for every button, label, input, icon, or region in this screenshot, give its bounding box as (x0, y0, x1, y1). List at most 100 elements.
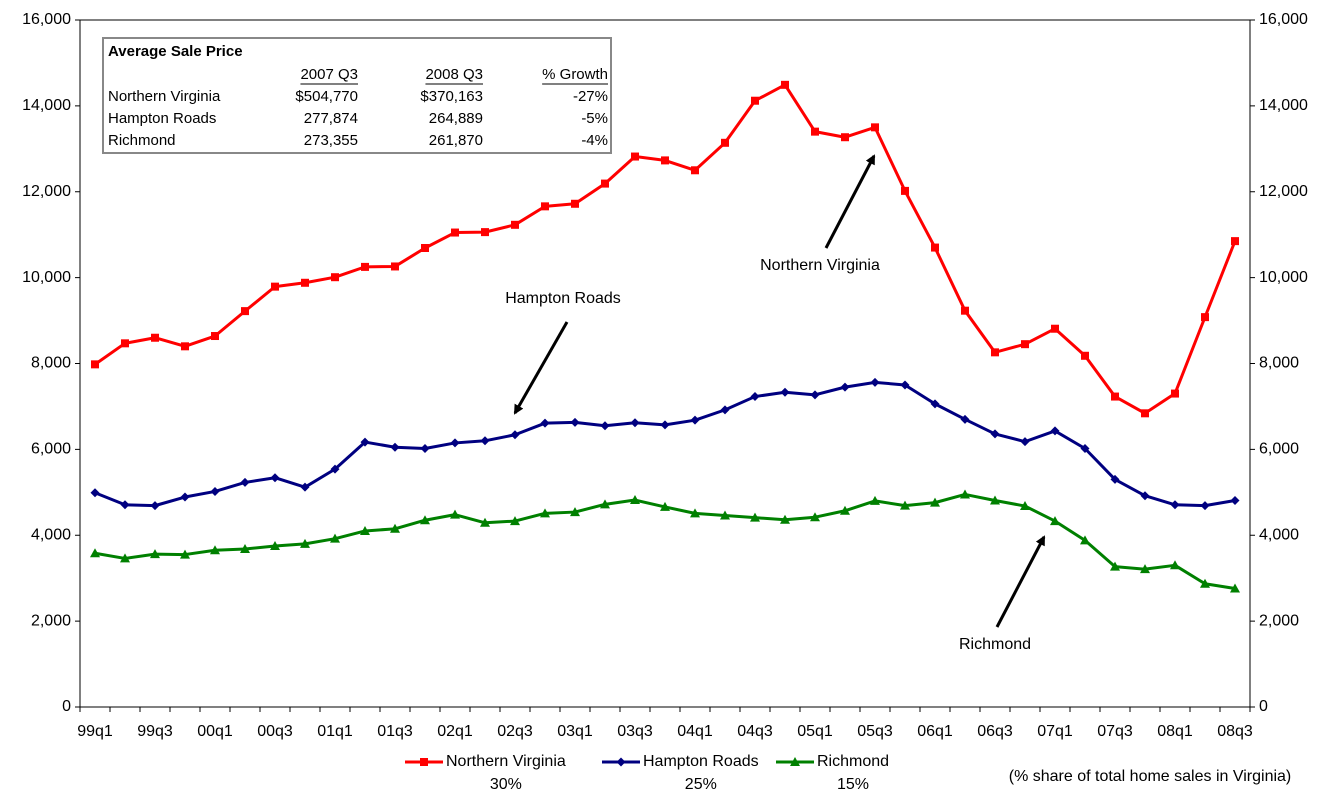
marker (600, 499, 610, 509)
marker (991, 348, 999, 357)
x-tick-label: 08q1 (1157, 723, 1193, 740)
annotation-arrows (513, 154, 1046, 628)
marker (810, 512, 820, 522)
marker (1110, 561, 1120, 571)
marker (240, 543, 250, 553)
x-tick-label: 05q1 (797, 723, 833, 740)
marker (211, 332, 219, 341)
y2-tick-label: 6,000 (1259, 441, 1299, 458)
marker (360, 437, 370, 447)
marker (570, 507, 580, 517)
marker (661, 156, 669, 165)
marker (1171, 389, 1179, 398)
x-tick-label: 07q1 (1037, 723, 1073, 740)
table-header: 2007 Q3 (300, 66, 358, 83)
x-tick-label: 00q1 (197, 723, 233, 740)
marker (450, 438, 460, 448)
marker (510, 430, 520, 440)
marker (300, 482, 310, 492)
y-tick-label: 14,000 (22, 97, 71, 114)
y-tick-label: 0 (62, 698, 71, 715)
marker (660, 420, 670, 430)
marker (1170, 500, 1180, 510)
marker (870, 495, 880, 505)
marker (90, 488, 100, 498)
y-tick-label: 6,000 (31, 441, 71, 458)
y2-tick-label: 8,000 (1259, 355, 1299, 372)
marker (331, 273, 339, 282)
marker (1050, 426, 1060, 436)
table-cell: -4% (581, 132, 608, 149)
marker (721, 138, 729, 147)
marker (91, 360, 99, 369)
y2-tick-label: 14,000 (1259, 97, 1308, 114)
marker (900, 380, 910, 390)
marker (390, 523, 400, 533)
marker (780, 514, 790, 524)
marker (390, 442, 400, 452)
marker (361, 262, 369, 271)
marker (391, 262, 399, 271)
y-tick-label: 16,000 (22, 11, 71, 28)
marker (990, 429, 1000, 439)
marker (990, 495, 1000, 505)
table-box (102, 37, 612, 154)
marker (1080, 535, 1090, 545)
marker (210, 486, 220, 496)
x-tick-label: 00q3 (257, 723, 293, 740)
marker (780, 387, 790, 397)
table-cell: $504,770 (295, 88, 358, 105)
table-cell: -5% (581, 110, 608, 127)
marker (601, 179, 609, 188)
marker (690, 415, 700, 425)
legend-share: 30% (490, 776, 522, 793)
marker (1141, 409, 1149, 418)
marker (690, 508, 700, 518)
x-tick-label: 01q1 (317, 723, 353, 740)
marker (481, 228, 489, 237)
x-tick-label: 08q3 (1217, 723, 1253, 740)
marker (616, 757, 626, 767)
arrow (995, 535, 1046, 628)
marker (790, 757, 800, 766)
marker (510, 516, 520, 526)
marker (1231, 237, 1239, 246)
marker (571, 199, 579, 208)
marker (150, 549, 160, 559)
marker (151, 333, 159, 342)
marker (150, 501, 160, 511)
marker (1140, 491, 1150, 501)
legend-label: Richmond (817, 753, 889, 770)
x-tick-label: 99q3 (137, 723, 173, 740)
series-line (94, 380, 1236, 508)
marker (781, 80, 789, 89)
x-tick-label: 05q3 (857, 723, 893, 740)
summary-table: Average Sale Price 2007 Q3 2008 Q3 % Growt… (102, 37, 612, 154)
marker (1230, 495, 1240, 505)
x-tick-label: 02q1 (437, 723, 473, 740)
table-cell: 261,870 (429, 132, 483, 149)
marker (330, 533, 340, 543)
marker (1020, 501, 1030, 511)
marker (1111, 392, 1119, 401)
table-row-label: Northern Virginia (108, 88, 221, 105)
y-tick-label: 8,000 (31, 355, 71, 372)
marker (961, 306, 969, 315)
marker (120, 553, 130, 563)
annotation: Richmond (959, 636, 1031, 653)
marker (930, 399, 940, 409)
marker (541, 202, 549, 211)
marker (121, 339, 129, 348)
marker (480, 436, 490, 446)
y2-tick-label: 16,000 (1259, 11, 1308, 28)
table-header: % Growth (542, 66, 608, 83)
y2-tick-label: 0 (1259, 698, 1268, 715)
marker (240, 477, 250, 487)
marker (840, 505, 850, 515)
legend-share: 25% (685, 776, 717, 793)
x-tick-label: 02q3 (497, 723, 533, 740)
y2-tick-label: 2,000 (1259, 612, 1299, 629)
x-tick-label: 03q3 (617, 723, 653, 740)
marker (630, 418, 640, 428)
